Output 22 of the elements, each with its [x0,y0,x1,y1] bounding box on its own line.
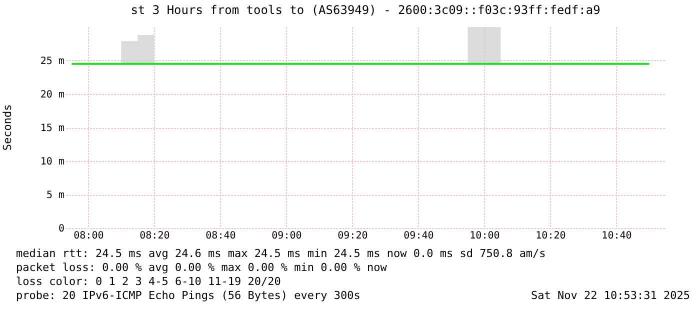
text: Sat Nov 22 10:53:31 2025 [531,289,690,302]
y-tick-label: 5 m [46,190,64,201]
x-tick-label: 10:00 [470,230,500,242]
x-tick-label: 10:40 [602,230,632,242]
y-tick-label: 15 m [40,123,64,134]
x-tick-label: 09:00 [272,230,302,242]
x-tick-label: 08:00 [74,230,104,242]
y-tick-label: 0 [58,224,64,234]
y-axis-title: Seconds [1,104,14,151]
text: loss color: 0 1 2 3 4-5 6-10 11-19 20/20 [16,275,281,288]
y-tick-label: 10 m [40,156,64,168]
x-tick-label: 09:20 [338,230,368,242]
y-tick-label: 25 m [40,56,64,67]
x-tick-label: 08:20 [140,230,170,242]
text: median rtt: 24.5 ms avg 24.6 ms max 24.5 ms min 24.5 ms now 0.0 ms sd 750.8 am/s [16,247,546,260]
text: packet loss: 0.00 % avg 0.00 % max 0.00 % min 0.00 % now [16,261,388,274]
chart-title: st 3 Hours from tools to (AS63949) - 2600:3c09::f03c:93ff:fedf:a9 [130,3,600,17]
x-tick-label: 08:40 [206,230,236,242]
y-tick-label: 20 m [40,90,64,100]
x-tick-label: 10:20 [536,230,566,242]
text: probe: 20 IPv6-ICMP Echo Pings (56 Bytes) every 300s [16,289,360,302]
x-tick-label: 09:40 [404,230,434,242]
